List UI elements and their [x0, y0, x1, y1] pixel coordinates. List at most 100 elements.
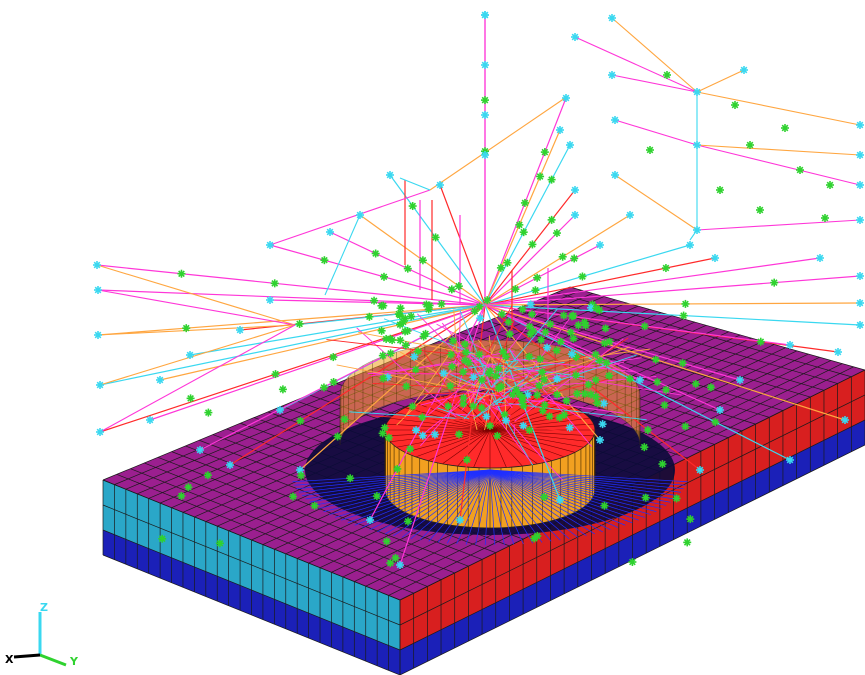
- node-marker-icon: [378, 351, 387, 360]
- spring-element-line: [488, 335, 497, 396]
- spring-element-line: [465, 353, 636, 373]
- node-marker-icon: [501, 352, 510, 361]
- node-marker-icon: [691, 379, 700, 388]
- node-marker-icon: [266, 241, 274, 249]
- node-marker-icon: [396, 304, 405, 313]
- node-marker-icon: [454, 282, 463, 291]
- node-marker-icon: [515, 220, 524, 229]
- node-marker-icon: [276, 406, 284, 414]
- node-marker-icon: [278, 385, 287, 394]
- node-marker-icon: [365, 312, 374, 321]
- node-marker-icon: [396, 336, 405, 345]
- node-marker-icon: [663, 71, 671, 79]
- node-marker-icon: [226, 461, 234, 469]
- node-marker-icon: [371, 249, 380, 258]
- node-marker-icon: [508, 390, 517, 399]
- node-marker-icon: [186, 351, 194, 359]
- node-marker-icon: [386, 334, 395, 343]
- node-marker-icon: [552, 229, 561, 238]
- node-marker-icon: [270, 279, 279, 288]
- node-marker-icon: [537, 335, 546, 344]
- node-marker-icon: [556, 126, 564, 134]
- node-marker-icon: [295, 319, 304, 328]
- spring-element-line: [484, 395, 493, 431]
- node-marker-icon: [569, 334, 578, 343]
- spring-element-line: [484, 214, 631, 306]
- spring-element-line: [96, 264, 296, 326]
- spring-element-line: [477, 348, 651, 373]
- node-marker-icon: [546, 320, 555, 329]
- node-marker-icon: [410, 352, 419, 361]
- node-marker-icon: [533, 531, 542, 540]
- node-marker-icon: [446, 382, 455, 391]
- node-marker-icon: [431, 233, 440, 242]
- node-marker-icon: [601, 324, 610, 333]
- node-marker-icon: [310, 501, 319, 510]
- node-marker-icon: [177, 491, 186, 500]
- spring-element-line: [611, 17, 698, 93]
- node-marker-icon: [320, 256, 329, 265]
- node-marker-icon: [496, 263, 505, 272]
- node-marker-icon: [711, 254, 719, 262]
- node-marker-icon: [96, 381, 104, 389]
- node-marker-icon: [464, 358, 473, 367]
- node-marker-icon: [646, 146, 654, 154]
- node-marker-icon: [491, 372, 500, 381]
- node-marker-icon: [856, 272, 864, 280]
- node-marker-icon: [483, 296, 492, 305]
- node-marker-icon: [379, 301, 388, 310]
- spring-element-line: [97, 304, 486, 336]
- spring-element-line: [99, 324, 296, 386]
- node-marker-icon: [841, 416, 849, 424]
- node-marker-icon: [455, 430, 464, 439]
- node-marker-icon: [382, 537, 391, 546]
- spring-element-line: [496, 366, 546, 381]
- node-marker-icon: [386, 171, 394, 179]
- node-marker-icon: [526, 300, 535, 309]
- node-marker-icon: [540, 375, 549, 384]
- spring-element-line: [411, 378, 478, 418]
- spring-element-line: [484, 304, 791, 346]
- node-marker-icon: [459, 399, 468, 408]
- node-marker-icon: [266, 296, 274, 304]
- spring-element-line: [420, 386, 495, 406]
- node-marker-icon: [556, 337, 565, 346]
- node-marker-icon: [573, 389, 582, 398]
- spring-element-line: [484, 244, 691, 306]
- node-marker-icon: [401, 314, 410, 323]
- node-marker-icon: [93, 261, 101, 269]
- spring-element-line: [458, 310, 461, 367]
- node-marker-icon: [470, 307, 479, 316]
- node-marker-icon: [555, 413, 564, 422]
- spring-element-line: [97, 324, 296, 336]
- node-marker-icon: [158, 534, 167, 543]
- node-marker-icon: [407, 312, 416, 321]
- spring-element-line: [189, 304, 486, 356]
- node-marker-icon: [384, 433, 393, 442]
- spring-element-line: [484, 214, 576, 306]
- node-marker-icon: [605, 371, 614, 380]
- node-marker-icon: [661, 264, 670, 273]
- node-marker-icon: [497, 382, 506, 391]
- spring-element-line: [696, 91, 861, 126]
- node-marker-icon: [411, 365, 420, 374]
- node-marker-icon: [425, 301, 434, 310]
- node-marker-icon: [501, 416, 510, 425]
- node-marker-icon: [379, 374, 388, 383]
- node-marker-icon: [591, 350, 600, 359]
- node-marker-icon: [418, 256, 427, 265]
- node-marker-icon: [412, 426, 421, 435]
- node-marker-icon: [444, 402, 453, 411]
- node-marker-icon: [567, 350, 576, 359]
- spring-element-line: [472, 361, 682, 396]
- node-marker-icon: [681, 299, 690, 308]
- spring-element-line: [441, 322, 513, 409]
- spring-element-line: [421, 384, 486, 436]
- node-marker-icon: [525, 352, 534, 361]
- node-marker-icon: [679, 311, 688, 320]
- node-marker-icon: [608, 14, 616, 22]
- node-marker-icon: [628, 557, 637, 566]
- node-marker-icon: [436, 181, 444, 189]
- node-marker-icon: [215, 539, 224, 548]
